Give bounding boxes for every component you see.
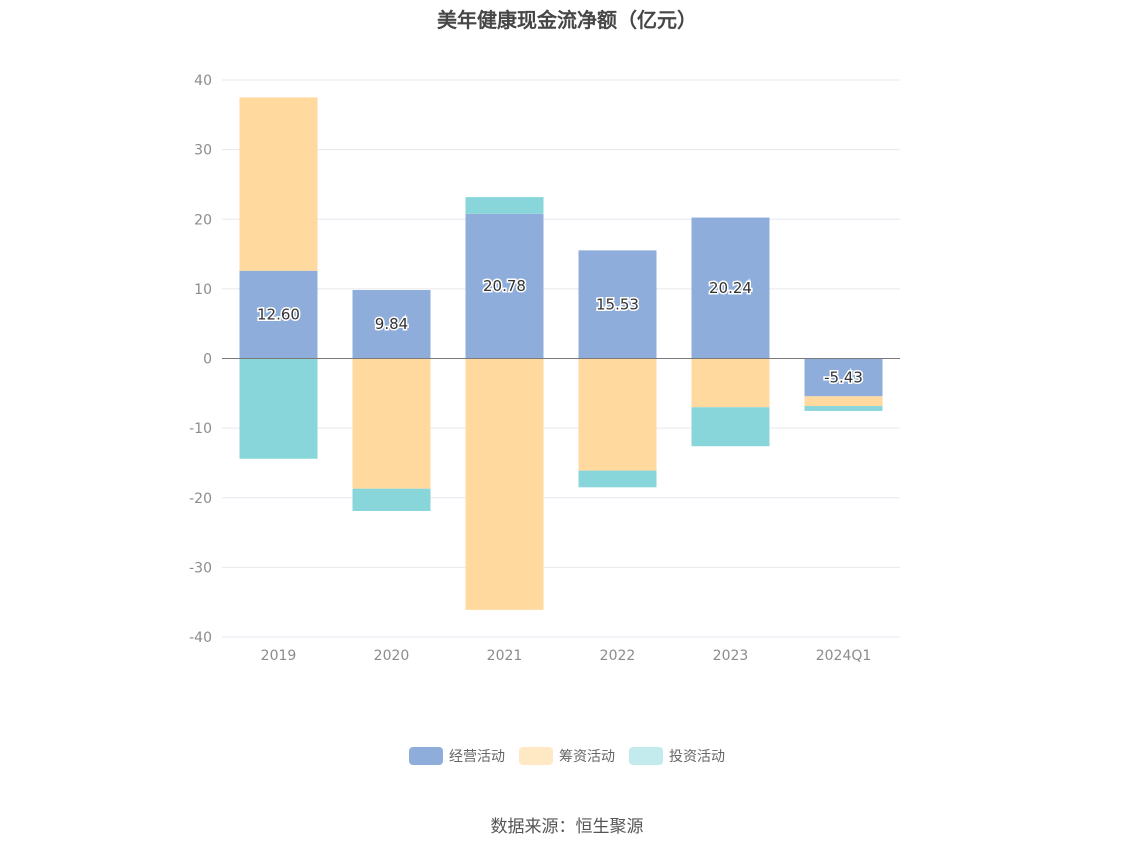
- bar: [239, 358, 318, 459]
- x-tick-label: 2024Q1: [816, 648, 872, 664]
- bar: [465, 197, 544, 214]
- legend: 经营活动 筹资活动 投资活动: [0, 746, 1134, 766]
- x-tick-label: 2022: [600, 648, 636, 664]
- data-label: 12.60: [257, 306, 300, 324]
- x-tick-label: 2019: [261, 648, 297, 664]
- bar: [352, 289, 431, 359]
- y-tick-label: -10: [189, 421, 212, 437]
- legend-label-investing: 投资活动: [669, 749, 725, 765]
- bar: [691, 358, 770, 408]
- bar: [465, 358, 544, 610]
- bar: [691, 407, 770, 447]
- bar: [239, 270, 318, 359]
- data-label: -5.43: [824, 368, 863, 386]
- grid-layer: [222, 79, 900, 638]
- legend-item-investing[interactable]: 投资活动: [629, 746, 725, 766]
- chart-title: 美年健康现金流净额（亿元）: [437, 8, 697, 32]
- y-tick-label: 10: [194, 282, 212, 298]
- legend-item-operating[interactable]: 经营活动: [409, 746, 505, 766]
- data-label: 15.53: [596, 295, 639, 313]
- axis-layer: 40 30 20 10 0 -10 -20 -30 -40 2019 2020 2021 2022 202…: [189, 73, 900, 664]
- y-tick-label: 0: [203, 352, 212, 368]
- legend-swatch-operating: [409, 747, 443, 765]
- bar: [804, 406, 883, 411]
- bar: [804, 396, 883, 407]
- legend-item-financing[interactable]: 筹资活动: [519, 746, 615, 766]
- y-tick-label: 40: [194, 73, 212, 89]
- bar: [352, 488, 431, 511]
- bar-layer: [239, 97, 883, 610]
- y-tick-label: 30: [194, 143, 212, 159]
- y-tick-label: -20: [189, 491, 212, 507]
- y-tick-label: -40: [189, 630, 212, 646]
- legend-swatch-investing: [629, 747, 663, 765]
- bar: [239, 97, 318, 271]
- bar: [578, 470, 657, 488]
- x-tick-label: 2023: [713, 648, 749, 664]
- label-layer: 12.60 9.84 20.78 15.53 20.24 -5.43: [256, 276, 865, 388]
- source-note: 数据来源：恒生聚源: [490, 817, 644, 837]
- bar: [804, 358, 883, 397]
- legend-swatch-financing: [519, 747, 553, 765]
- data-label: 9.84: [375, 315, 408, 333]
- y-tick-label: -30: [189, 560, 212, 576]
- data-label: 20.78: [483, 277, 526, 295]
- bar: [352, 358, 431, 489]
- y-tick-label: 20: [194, 212, 212, 228]
- bar: [578, 250, 657, 359]
- x-tick-label: 2021: [487, 648, 523, 664]
- legend-label-financing: 筹资活动: [559, 749, 615, 765]
- bar: [578, 358, 657, 471]
- bar: [691, 217, 770, 359]
- x-tick-label: 2020: [374, 648, 410, 664]
- legend-label-operating: 经营活动: [449, 749, 505, 765]
- data-label: 20.24: [709, 279, 752, 297]
- bar: [465, 213, 544, 359]
